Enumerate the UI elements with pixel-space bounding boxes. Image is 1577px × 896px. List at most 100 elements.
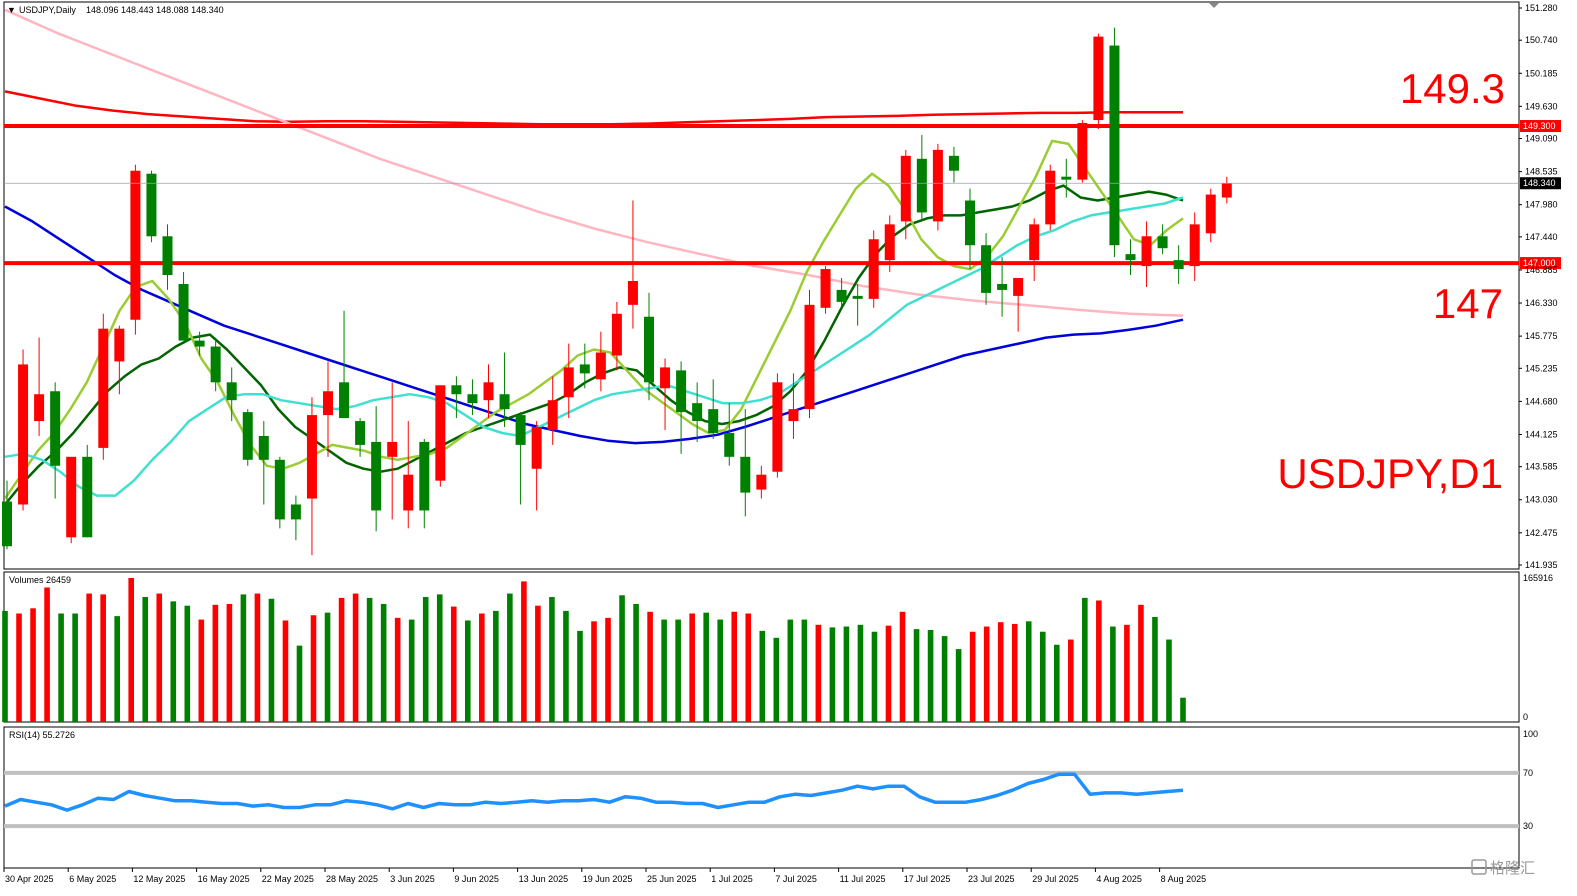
collapse-marker[interactable]: ▼ (7, 5, 16, 15)
candle[interactable] (1173, 245, 1184, 284)
candle[interactable] (1157, 224, 1168, 255)
candle[interactable] (82, 444, 93, 538)
candle[interactable] (1125, 239, 1136, 276)
candle[interactable] (1061, 158, 1072, 198)
candle[interactable] (242, 409, 253, 466)
candle[interactable] (644, 292, 654, 401)
candle[interactable] (884, 215, 895, 273)
candle[interactable] (1141, 221, 1152, 287)
candle[interactable] (595, 331, 606, 392)
candle[interactable] (1093, 33, 1104, 129)
candle[interactable] (66, 456, 77, 544)
candle-body (997, 283, 1008, 290)
candle-body (387, 441, 398, 457)
candle[interactable] (997, 257, 1008, 317)
candle[interactable] (210, 337, 221, 392)
candle[interactable] (756, 465, 767, 499)
candle[interactable] (965, 188, 975, 270)
candle[interactable] (804, 289, 815, 419)
candle[interactable] (676, 361, 687, 454)
candle[interactable] (451, 376, 462, 419)
candle[interactable] (900, 149, 911, 240)
scroll-position-marker[interactable] (1209, 3, 1219, 8)
candle-body (852, 295, 863, 299)
candle[interactable] (290, 495, 301, 541)
candle-body (178, 283, 189, 341)
candle[interactable] (836, 278, 847, 308)
candle[interactable] (274, 456, 285, 529)
candle[interactable] (306, 397, 317, 556)
candle[interactable] (435, 385, 446, 487)
candle[interactable] (178, 272, 189, 341)
candle[interactable] (788, 373, 799, 439)
candle-body (290, 504, 301, 520)
candle[interactable] (611, 301, 622, 371)
candle[interactable] (1205, 188, 1216, 243)
candle[interactable] (852, 283, 863, 326)
candle[interactable] (258, 421, 269, 505)
volume-bar (268, 598, 275, 722)
price-tick-label: 144.125 (1525, 429, 1558, 439)
candle[interactable] (114, 325, 125, 395)
candle[interactable] (932, 143, 943, 231)
candle[interactable] (355, 418, 366, 457)
candle[interactable] (820, 266, 831, 314)
horizontal-level-tag-label: 147.000 (1523, 258, 1556, 268)
candle[interactable] (531, 421, 542, 511)
candle[interactable] (563, 343, 574, 419)
candle[interactable] (50, 382, 61, 499)
candle[interactable] (194, 331, 205, 356)
candle[interactable] (130, 164, 141, 335)
candle[interactable] (371, 406, 382, 532)
candle[interactable] (515, 412, 526, 505)
candle[interactable] (1189, 212, 1200, 281)
candle[interactable] (1109, 27, 1120, 258)
candle[interactable] (627, 200, 638, 329)
volume-bar (310, 615, 317, 722)
candle[interactable] (692, 382, 703, 442)
level-147-label: 147 (1433, 280, 1503, 327)
candle[interactable] (660, 358, 671, 430)
candle[interactable] (740, 409, 751, 517)
candle[interactable] (772, 373, 783, 478)
candle[interactable] (1029, 218, 1040, 281)
volume-bar (1166, 639, 1172, 722)
volume-bar (226, 603, 233, 722)
candle[interactable] (387, 382, 398, 520)
candle[interactable] (1045, 164, 1056, 231)
candle[interactable] (467, 379, 478, 416)
candle[interactable] (579, 343, 590, 389)
candle[interactable] (419, 438, 430, 529)
volume-bar (507, 593, 513, 722)
candle[interactable] (483, 364, 494, 419)
candle[interactable] (403, 421, 414, 529)
candle[interactable] (18, 349, 29, 511)
candle[interactable] (226, 367, 237, 422)
candle[interactable] (981, 233, 992, 305)
candle[interactable] (34, 337, 45, 436)
candle[interactable] (724, 403, 735, 466)
candle[interactable] (547, 376, 558, 445)
candle[interactable] (1077, 120, 1088, 183)
candle-body (306, 415, 317, 499)
candle[interactable] (1221, 176, 1232, 204)
candle[interactable] (916, 134, 927, 222)
candle[interactable] (1013, 278, 1024, 332)
candle[interactable] (2, 480, 12, 550)
candle[interactable] (499, 352, 510, 428)
candle[interactable] (323, 361, 333, 457)
candle-body (1109, 45, 1120, 246)
candle-body (435, 385, 446, 481)
rsi-level-label: 70 (1523, 768, 1533, 778)
candle[interactable] (948, 146, 959, 183)
horizontal-level-tag-label: 149.300 (1523, 121, 1556, 131)
candle[interactable] (339, 310, 350, 419)
date-tick-label: 28 May 2025 (326, 874, 378, 884)
candle[interactable] (162, 224, 173, 290)
candle[interactable] (708, 379, 719, 439)
candle-body (1093, 36, 1104, 121)
candle[interactable] (146, 170, 157, 243)
candle[interactable] (868, 230, 879, 308)
candle[interactable] (98, 313, 109, 460)
